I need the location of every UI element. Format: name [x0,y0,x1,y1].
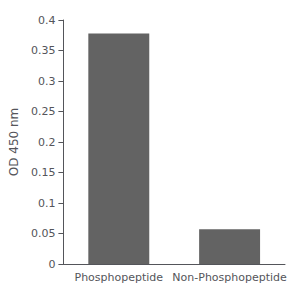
svg-text:Non-Phosphopeptide: Non-Phosphopeptide [172,271,287,284]
svg-text:0.15: 0.15 [31,166,56,179]
svg-text:0.1: 0.1 [38,197,56,210]
svg-text:0.3: 0.3 [38,75,56,88]
svg-text:0.35: 0.35 [31,44,56,57]
svg-text:0.4: 0.4 [38,14,56,27]
svg-text:OD 450 nm: OD 450 nm [7,108,21,177]
svg-text:Phosphopeptide: Phosphopeptide [74,271,163,284]
svg-text:0.05: 0.05 [31,227,56,240]
svg-text:0.25: 0.25 [31,105,56,118]
svg-text:0.2: 0.2 [38,136,56,149]
svg-text:0: 0 [48,258,55,271]
